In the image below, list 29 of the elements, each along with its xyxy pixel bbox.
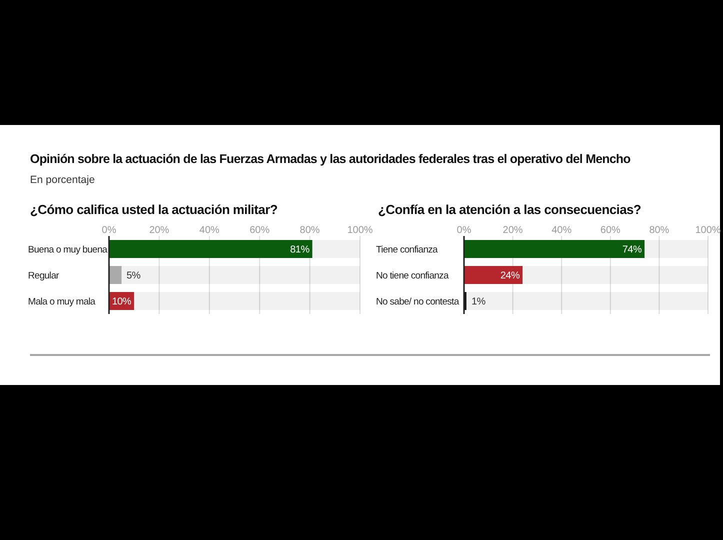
y-tick-label: No sabe/ no contesta: [376, 296, 460, 308]
data-label: 81%: [290, 244, 310, 256]
bar: [464, 266, 523, 284]
chart-title: ¿Cómo califica usted la actuación militar?: [30, 202, 278, 217]
y-tick-label: Buena o muy buena: [28, 244, 108, 256]
x-tick-label: 40%: [199, 225, 220, 236]
data-label: 10%: [112, 296, 132, 308]
text: Opinión sobre la actuación de las Fuerzas Armadas y las autoridades federales tras el operativo del Mencho: [30, 152, 630, 166]
x-tick-label: 80%: [300, 225, 320, 236]
text: En porcentaje: [30, 174, 95, 186]
x-tick-label: 0%: [102, 225, 116, 236]
x-tick-label: 40%: [552, 225, 572, 236]
chart-title: ¿Confía en la atención a las consecuencias?: [378, 202, 642, 217]
y-tick-label: Tiene confianza: [376, 244, 439, 256]
x-tick-label: 60%: [250, 225, 270, 236]
data-label: 5%: [126, 270, 141, 282]
x-tick-label: 20%: [149, 225, 170, 236]
x-tick-label: 20%: [502, 225, 523, 236]
data-label: 24%: [500, 270, 520, 282]
x-tick-label: 100%: [347, 225, 373, 236]
y-tick-label: Mala o muy mala: [28, 296, 96, 308]
x-tick-label: 0%: [456, 225, 472, 236]
x-tick-label: 60%: [600, 225, 621, 236]
data-label: 1%: [471, 296, 486, 308]
y-tick-label: Regular: [28, 270, 60, 282]
x-tick-label: 80%: [649, 225, 670, 236]
data-label: 74%: [622, 244, 642, 256]
bar: [109, 266, 122, 284]
y-tick-label: No tiene confianza: [376, 270, 450, 282]
